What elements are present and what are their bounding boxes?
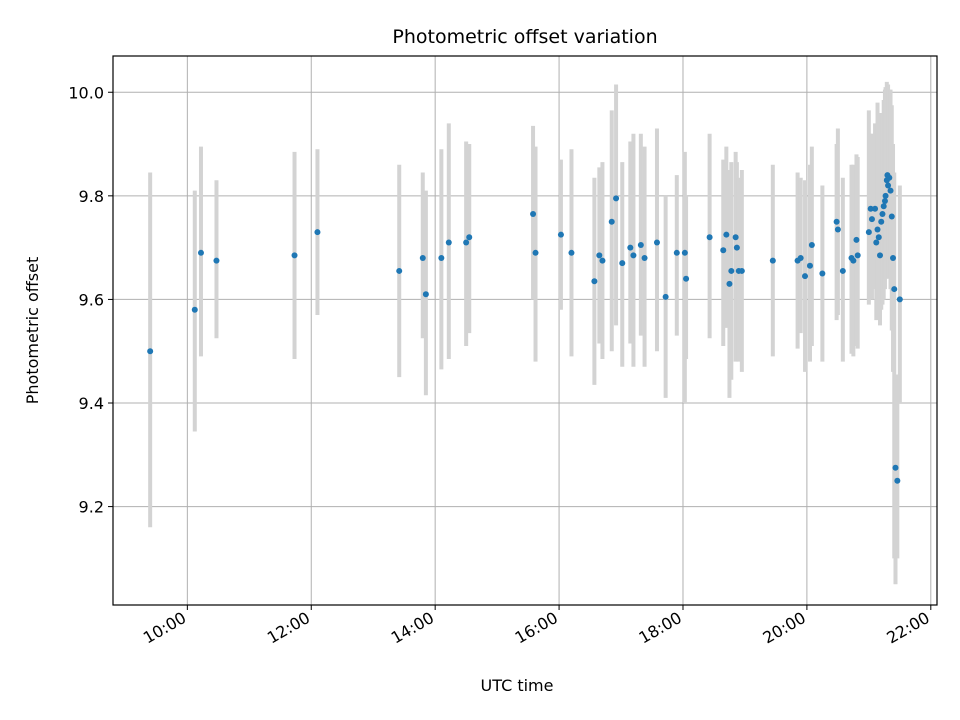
data-point — [191, 306, 198, 313]
data-point — [438, 254, 445, 261]
data-point — [872, 205, 879, 212]
data-point — [879, 210, 886, 217]
data-points — [147, 172, 903, 484]
data-point — [445, 239, 452, 246]
data-point — [568, 249, 575, 256]
data-point — [877, 252, 884, 259]
data-point — [557, 231, 564, 238]
data-point — [733, 244, 740, 251]
data-point — [530, 210, 537, 217]
data-point — [673, 249, 680, 256]
data-point — [865, 229, 872, 236]
axes-frame — [112, 55, 938, 606]
data-point — [627, 244, 634, 251]
data-point — [888, 213, 895, 220]
x-tick-label: 22:00 — [883, 608, 932, 648]
data-point — [613, 195, 620, 202]
data-point — [681, 249, 688, 256]
y-tick-label: 10.0 — [68, 83, 104, 102]
data-point — [850, 257, 857, 264]
y-axis-label: Photometric offset — [23, 257, 42, 405]
data-point — [891, 286, 898, 293]
data-point — [868, 216, 875, 223]
data-point — [896, 296, 903, 303]
data-point — [197, 249, 204, 256]
x-tick-label: 18:00 — [636, 608, 685, 648]
data-point — [641, 254, 648, 261]
data-point — [419, 254, 426, 261]
data-point — [806, 262, 813, 269]
data-point — [463, 239, 470, 246]
error-bars — [148, 81, 902, 585]
data-point — [833, 218, 840, 225]
data-point — [732, 234, 739, 241]
data-point — [802, 273, 809, 280]
x-tick-label: 20:00 — [759, 608, 808, 648]
data-point — [880, 203, 887, 210]
x-tick-label: 12:00 — [264, 608, 313, 648]
data-point — [808, 242, 815, 249]
x-tick-label: 14:00 — [388, 608, 437, 648]
data-point — [683, 275, 690, 282]
data-point — [147, 348, 154, 355]
data-point — [892, 464, 899, 471]
data-point — [532, 249, 539, 256]
chart-title: Photometric offset variation — [392, 26, 657, 48]
data-point — [726, 280, 733, 287]
data-point — [720, 247, 727, 254]
data-point — [769, 257, 776, 264]
data-point — [591, 278, 598, 285]
data-point — [890, 254, 897, 261]
data-point — [797, 254, 804, 261]
data-point — [873, 239, 880, 246]
data-point — [619, 260, 626, 267]
y-tick-label: 9.6 — [79, 290, 104, 309]
data-point — [874, 226, 881, 233]
x-tick-label: 16:00 — [512, 608, 561, 648]
data-point — [834, 226, 841, 233]
data-point — [653, 239, 660, 246]
data-point — [885, 182, 892, 189]
data-point — [314, 229, 321, 236]
data-point — [637, 242, 644, 249]
data-point — [894, 477, 901, 484]
y-tick-label: 9.4 — [79, 394, 104, 413]
data-point — [875, 234, 882, 241]
data-point — [291, 252, 298, 259]
data-point — [466, 234, 473, 241]
data-point — [882, 192, 889, 199]
data-point — [608, 218, 615, 225]
data-point — [878, 218, 885, 225]
data-point — [723, 231, 730, 238]
data-point — [819, 270, 826, 277]
data-point — [867, 205, 874, 212]
data-point — [887, 187, 894, 194]
data-point — [881, 198, 888, 205]
x-axis-label: UTC time — [481, 676, 554, 695]
data-point — [630, 252, 637, 259]
data-point — [706, 234, 713, 241]
data-point — [596, 252, 603, 259]
data-point — [886, 174, 893, 181]
data-point — [738, 267, 745, 274]
data-point — [422, 291, 429, 298]
data-point — [599, 257, 606, 264]
data-point — [396, 267, 403, 274]
data-point — [839, 267, 846, 274]
data-point — [728, 267, 735, 274]
data-point — [854, 252, 861, 259]
y-tick-label: 9.2 — [79, 498, 104, 517]
data-point — [662, 293, 669, 300]
data-point — [213, 257, 220, 264]
y-tick-label: 9.8 — [79, 187, 104, 206]
data-point — [853, 236, 860, 243]
x-tick-label: 10:00 — [140, 608, 189, 648]
